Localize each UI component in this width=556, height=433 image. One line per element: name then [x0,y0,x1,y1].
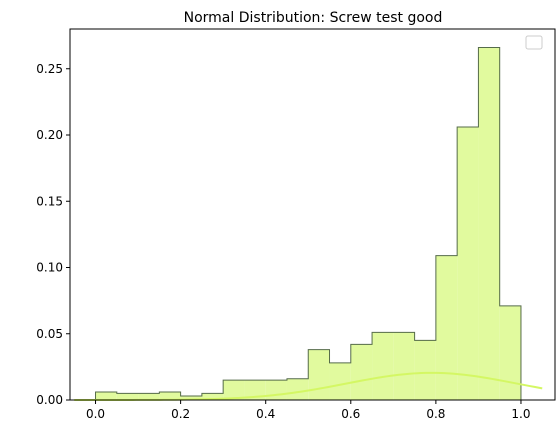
histogram-bar [180,396,202,400]
x-tick-label: 0.4 [256,407,275,421]
histogram-bar [116,393,139,400]
histogram-bar [95,392,117,400]
histogram-bar [457,127,479,401]
plot-frame [69,28,556,401]
histogram-bar [414,340,436,400]
histogram-bar [350,344,373,400]
y-tick-label: 0.05 [36,327,63,341]
x-tick-label: 0.0 [86,407,105,421]
histogram-bar [244,380,266,400]
legend-box [525,35,543,50]
x-tick-label: 0.8 [426,407,445,421]
histogram-bars [95,47,522,401]
histogram-bar [372,332,394,400]
y-tick-label: 0.20 [36,128,63,142]
histogram-bar [265,380,287,400]
histogram-bar [308,349,330,400]
histogram-bar [393,332,415,400]
x-tick-label: 1.0 [511,407,530,421]
y-tick-label: 0.00 [36,393,63,407]
histogram-bar [201,393,224,400]
y-tick-label: 0.25 [36,62,63,76]
histogram-bar [138,393,160,400]
histogram-bar [286,378,309,400]
chart-title: Normal Distribution: Screw test good [184,10,443,26]
histogram-bar [159,392,181,400]
x-tick-label: 0.6 [341,407,360,421]
y-tick-label: 0.10 [36,261,63,275]
histogram-bar [223,380,245,400]
x-axis-ticks: 0.0 0.2 0.4 0.6 0.8 1.0 [86,400,531,421]
y-axis-ticks: 0.00 0.05 0.10 0.15 0.20 0.25 [36,62,70,407]
histogram-bar [435,255,458,400]
histogram-bar [499,305,521,400]
histogram-bar [329,362,351,400]
x-tick-label: 0.2 [171,407,190,421]
y-tick-label: 0.15 [36,194,63,208]
histogram-outline [95,47,522,400]
histogram-bar [478,47,500,401]
